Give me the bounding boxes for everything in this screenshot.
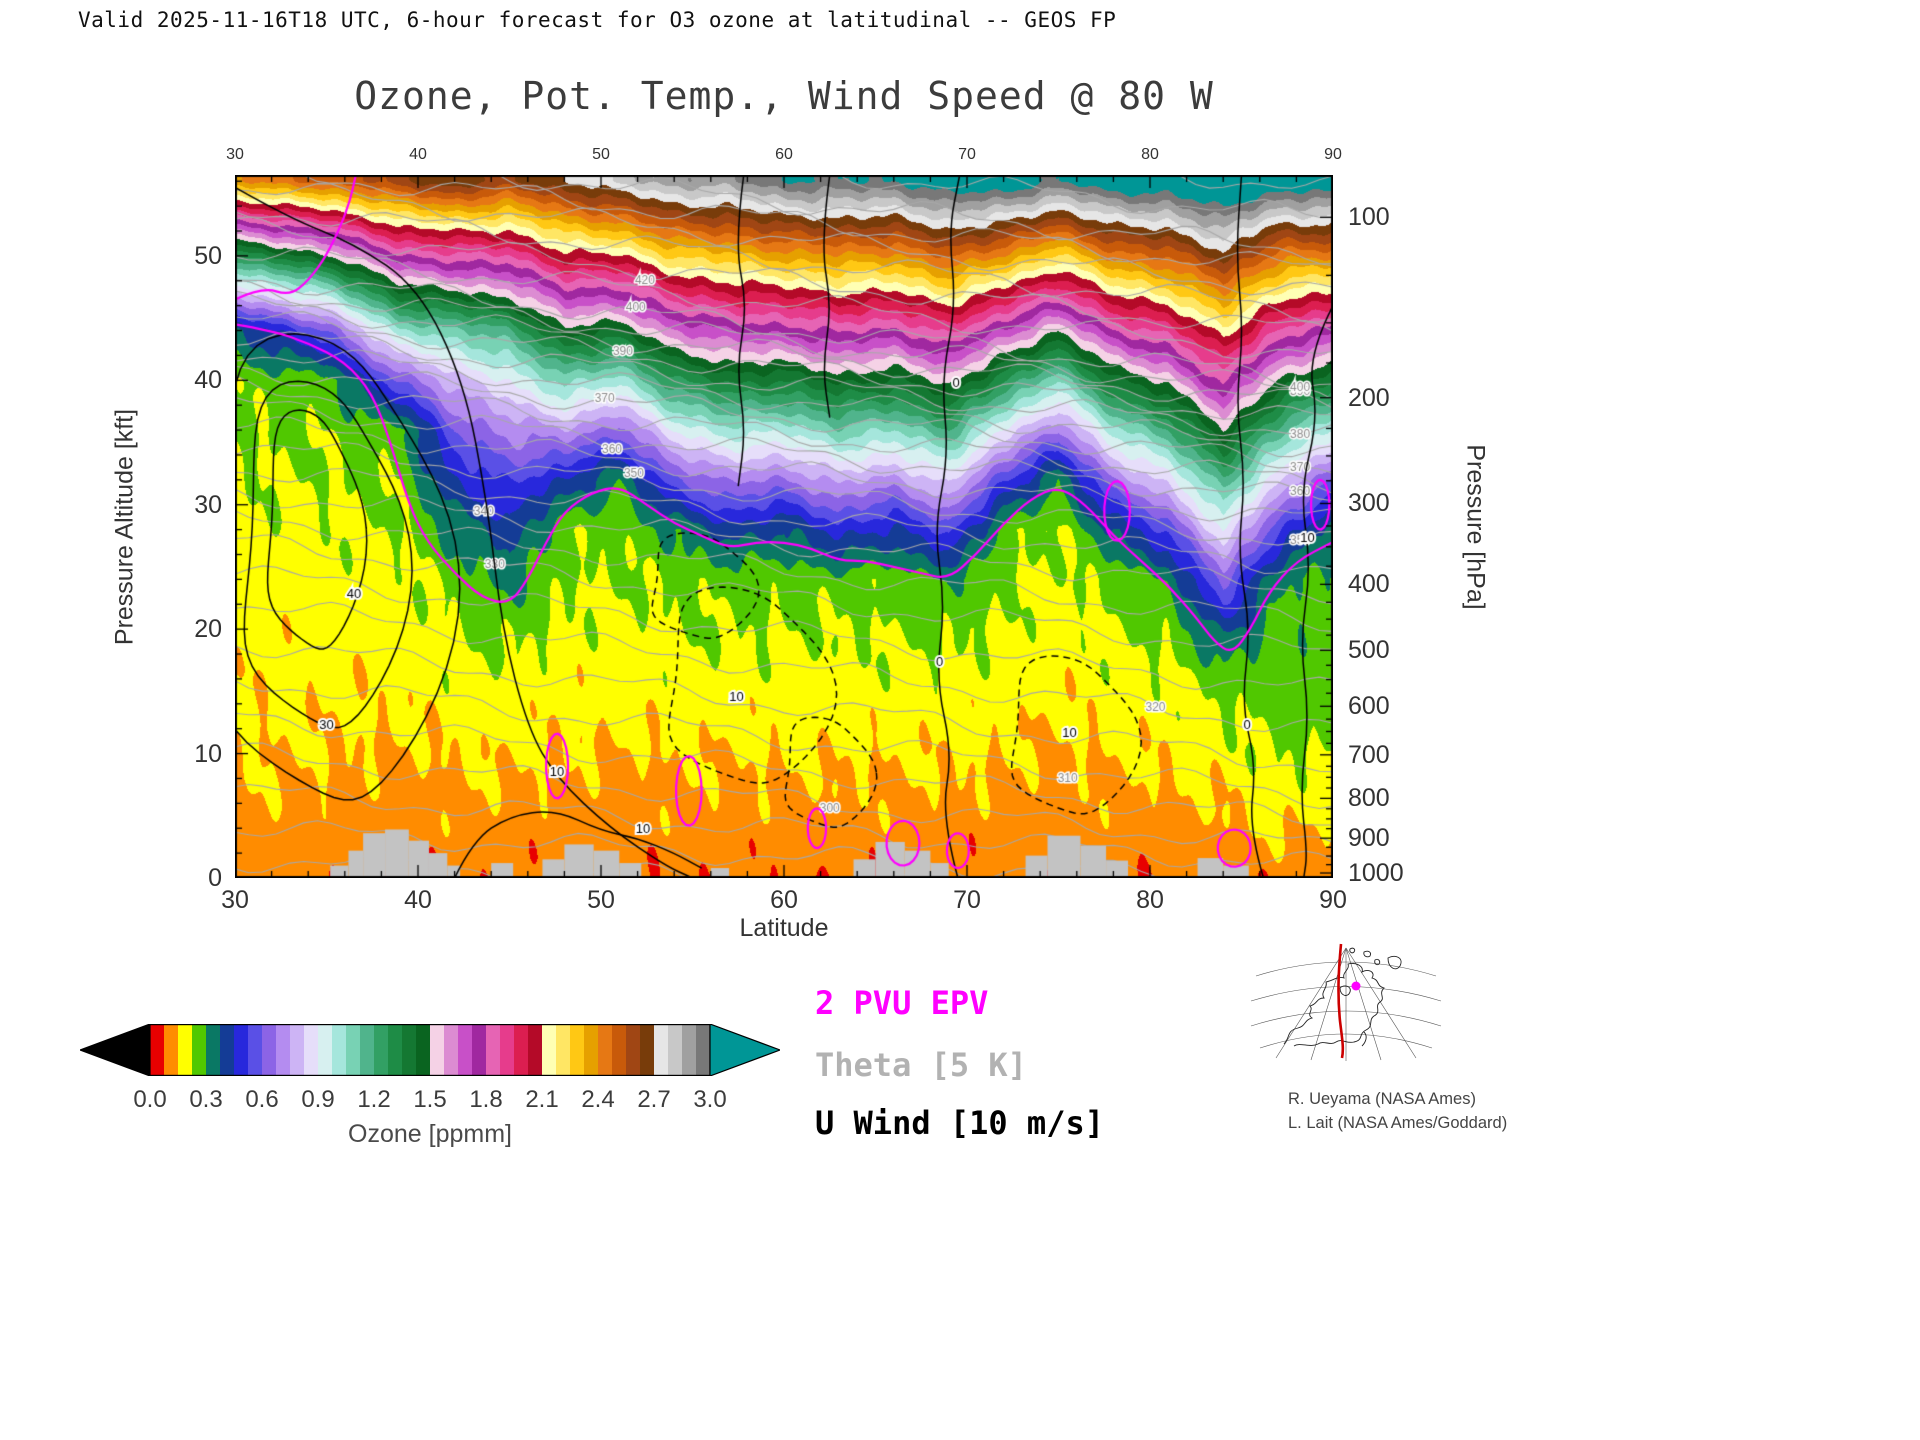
credit-line-2: L. Lait (NASA Ames/Goddard) — [1288, 1114, 1508, 1132]
x-tick-label-40: 40 — [404, 886, 432, 914]
colorbar-tick-1.5: 1.5 — [413, 1086, 447, 1113]
y-left-tick-label-50: 50 — [194, 241, 222, 270]
map-coastline — [1283, 947, 1402, 1047]
y-right-tick-label-900: 900 — [1348, 824, 1390, 853]
top-tick-label-60: 60 — [775, 146, 793, 163]
ozone-curtain-canvas — [235, 175, 1333, 878]
plot-area — [235, 175, 1333, 878]
top-tick-label-70: 70 — [958, 146, 976, 163]
top-tick-label-30: 30 — [226, 146, 244, 163]
colorbar-tick-2.7: 2.7 — [637, 1086, 671, 1113]
colorbar-tick-0.9: 0.9 — [301, 1086, 335, 1113]
colorbar-tick-2.1: 2.1 — [525, 1086, 559, 1113]
colorbar-tick-0.0: 0.0 — [133, 1086, 167, 1113]
top-tick-label-40: 40 — [409, 146, 427, 163]
legend-theta: Theta [5 K] — [815, 1046, 1027, 1084]
y-right-tick-label-700: 700 — [1348, 740, 1390, 769]
top-tick-label-80: 80 — [1141, 146, 1159, 163]
top-tick-label-90: 90 — [1324, 146, 1342, 163]
colorbar-tick-3.0: 3.0 — [693, 1086, 727, 1113]
cross-section-location-map — [1250, 943, 1442, 1061]
y-right-tick-label-100: 100 — [1348, 203, 1390, 232]
colorbar-tick-1.2: 1.2 — [357, 1086, 391, 1113]
y-right-tick-label-600: 600 — [1348, 692, 1390, 721]
top-tick-label-50: 50 — [592, 146, 610, 163]
y-axis-right-label: Pressure [hPa] — [1461, 444, 1490, 610]
map-80w-meridian-line — [1337, 943, 1345, 1059]
x-tick-label-50: 50 — [587, 886, 615, 914]
map-location-dot — [1351, 981, 1361, 991]
colorbar-tick-2.4: 2.4 — [581, 1086, 615, 1113]
x-tick-label-90: 90 — [1319, 886, 1347, 914]
colorbar-tick-0.6: 0.6 — [245, 1086, 279, 1113]
y-right-tick-label-300: 300 — [1348, 489, 1390, 518]
y-right-tick-label-1000: 1000 — [1348, 859, 1404, 888]
y-left-tick-label-0: 0 — [208, 864, 222, 892]
y-right-tick-label-400: 400 — [1348, 570, 1390, 599]
y-left-tick-label-10: 10 — [194, 739, 222, 768]
x-tick-label-60: 60 — [770, 886, 798, 914]
y-right-tick-label-200: 200 — [1348, 383, 1390, 412]
credit-line-1: R. Ueyama (NASA Ames) — [1288, 1090, 1476, 1108]
chart-title: Ozone, Pot. Temp., Wind Speed @ 80 W — [354, 74, 1214, 118]
x-tick-label-80: 80 — [1136, 886, 1164, 914]
legend-u-wind: U Wind [10 m/s] — [815, 1104, 1104, 1142]
colorbar-tick-1.8: 1.8 — [469, 1086, 503, 1113]
y-left-tick-label-20: 20 — [194, 615, 222, 644]
colorbar — [80, 1024, 780, 1076]
y-right-tick-label-500: 500 — [1348, 636, 1390, 665]
colorbar-caption: Ozone [ppmm] — [348, 1120, 512, 1148]
map-graticule — [1250, 947, 1442, 1061]
x-tick-label-30: 30 — [221, 886, 249, 914]
y-left-tick-label-30: 30 — [194, 490, 222, 519]
y-left-tick-label-40: 40 — [194, 366, 222, 395]
y-right-tick-label-800: 800 — [1348, 784, 1390, 813]
forecast-valid-header: Valid 2025-11-16T18 UTC, 6-hour forecast… — [78, 8, 1117, 32]
x-tick-label-70: 70 — [953, 886, 981, 914]
x-axis-label: Latitude — [739, 914, 829, 942]
y-axis-left-label: Pressure Altitude [kft] — [110, 408, 139, 646]
legend-2pvu-epv: 2 PVU EPV — [815, 984, 989, 1022]
colorbar-tick-0.3: 0.3 — [189, 1086, 223, 1113]
